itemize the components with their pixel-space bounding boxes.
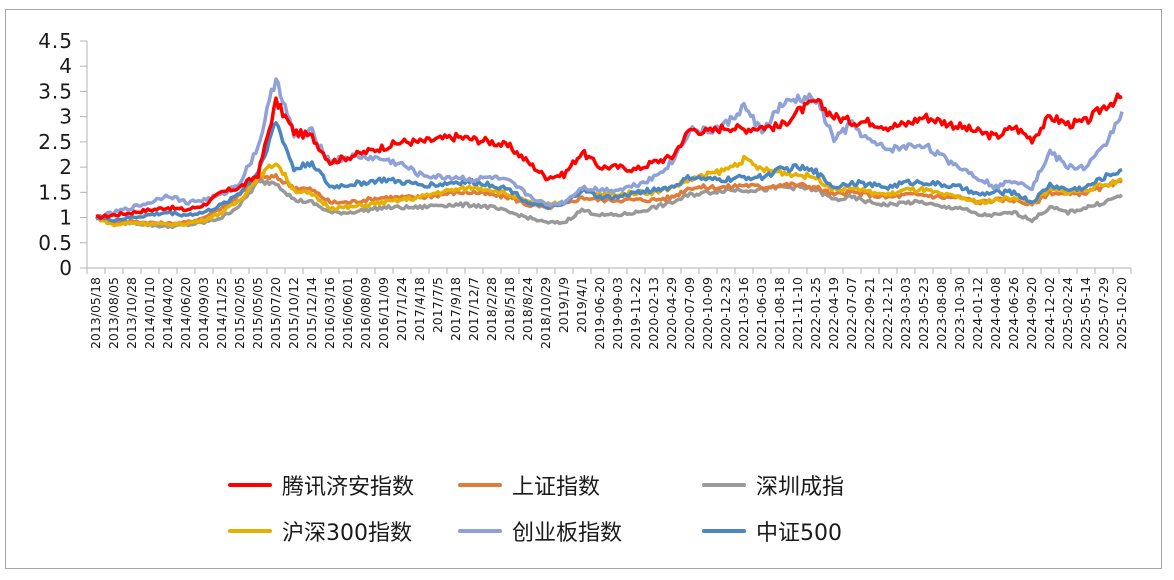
x-tick-label: 2019/1/9: [556, 277, 571, 333]
x-tick-label: 2023-03-03: [898, 277, 913, 350]
legend-label: 中证500: [756, 521, 842, 546]
x-tick-label: 2025-10-20: [1114, 277, 1129, 350]
x-tick-label: 2022-07-07: [844, 277, 859, 350]
x-tick-label: 2021-08-18: [772, 277, 787, 350]
x-tick-label: 2018/10/29: [538, 277, 553, 349]
x-tick-label: 2013/08/05: [106, 277, 121, 349]
y-tick-label: 1.5: [38, 180, 73, 204]
x-tick-label: 2025-02-24: [1060, 277, 1075, 350]
y-tick-label: 3: [59, 105, 73, 129]
x-tick-label: 2017/1/24: [394, 277, 409, 341]
x-tick-label: 2020-02-13: [646, 277, 661, 350]
x-tick-label: 2015/05/05: [250, 277, 265, 349]
x-tick-label: 2024-12-02: [1042, 277, 1057, 350]
x-tick-label: 2018/2/28: [484, 277, 499, 341]
chart-frame: [5, 9, 1162, 569]
x-tick-label: 2022-01-25: [808, 277, 823, 350]
chart-legend: 腾讯济安指数 上证指数 深圳成指 沪深300指数 创业板指数 中证500: [228, 468, 928, 548]
x-tick-label: 2015/12/14: [304, 277, 319, 349]
x-tick-label: 2015/02/05: [232, 277, 247, 349]
y-axis: 00.511.522.533.544.5: [38, 29, 88, 280]
x-tick-label: 2020-04-29: [664, 277, 679, 350]
x-tick-label: 2014/11/25: [214, 277, 229, 349]
x-tick-label: 2014/01/10: [142, 277, 157, 349]
x-tick-label: 2022-09-21: [862, 277, 877, 350]
x-tick-label: 2018/5/18: [502, 277, 517, 341]
legend-label: 腾讯济安指数: [282, 475, 415, 500]
x-tick-label: 2013/05/18: [88, 277, 103, 349]
y-tick-label: 2.5: [38, 130, 73, 154]
x-tick-label: 2023-10-30: [952, 277, 967, 350]
legend-item-csi500: 中证500: [702, 514, 928, 548]
x-axis: 2013/05/18 2013/08/05 2013/10/28 2014/01/10…: [80, 267, 1132, 350]
y-tick-label: 0.5: [38, 231, 73, 255]
legend-label: 上证指数: [512, 475, 601, 500]
x-tick-label: 2019-09-03: [610, 277, 625, 350]
x-tick-label: 2023-05-23: [916, 277, 931, 350]
legend-swatch-icon: [702, 483, 746, 487]
x-tick-label: 2015/10/12: [286, 277, 301, 349]
series-line: [95, 178, 1124, 230]
y-tick-label: 1: [59, 206, 73, 230]
x-tick-label: 2016/03/16: [322, 277, 337, 349]
x-tick-label: 2017/7/5: [430, 277, 445, 333]
legend-swatch-icon: [702, 529, 746, 533]
x-tick-label: 2014/09/03: [196, 277, 211, 349]
x-tick-label: 2017/12/7: [466, 277, 481, 341]
legend-label: 深圳成指: [756, 475, 845, 500]
legend-swatch-icon: [228, 483, 272, 487]
series-line: [95, 92, 1123, 220]
series-lines: [95, 77, 1124, 230]
x-tick-label: 2024-04-08: [988, 277, 1003, 350]
legend-label: 创业板指数: [512, 521, 623, 546]
legend-item-csi300: 沪深300指数: [228, 514, 458, 548]
series-line: [95, 77, 1124, 219]
x-tick-label: 2024-01-12: [970, 277, 985, 350]
x-tick-label: 2013/10/28: [124, 277, 139, 349]
x-tick-label: 2021-11-10: [790, 277, 805, 350]
y-tick-label: 4.5: [38, 29, 73, 53]
x-tick-label: 2024-06-26: [1006, 277, 1021, 350]
x-tick-label: 2018/8/24: [520, 277, 535, 341]
x-tick-label: 2025-07-29: [1096, 277, 1111, 350]
x-tick-label: 2016/06/01: [340, 277, 355, 349]
x-tick-label: 2016/08/09: [358, 277, 373, 349]
x-tick-label: 2014/06/20: [178, 277, 193, 349]
x-tick-label: 2021-06-03: [754, 277, 769, 350]
line-chart-plot: 00.511.522.533.544.5 2013/05/18 2013/08/0…: [38, 29, 1132, 350]
x-tick-label: 2020-07-09: [682, 277, 697, 350]
y-tick-label: 2: [59, 155, 73, 179]
legend-item-chinext: 创业板指数: [458, 514, 702, 548]
y-tick-label: 3.5: [38, 79, 73, 103]
y-tick-label: 4: [59, 54, 73, 78]
x-tick-label: 2020-12-23: [718, 277, 733, 350]
x-tick-label: 2019-11-22: [628, 277, 643, 350]
x-tick-label: 2014/04/02: [160, 277, 175, 349]
x-tick-label: 2015/07/20: [268, 277, 283, 349]
legend-item-tencent-jian: 腾讯济安指数: [228, 468, 458, 502]
legend-label: 沪深300指数: [282, 521, 412, 546]
x-tick-label: 2021-03-16: [736, 277, 751, 350]
legend-item-szse-component: 深圳成指: [702, 468, 928, 502]
x-tick-label: 2019/4/1: [574, 277, 589, 333]
x-tick-label: 2020-10-09: [700, 277, 715, 350]
x-tick-label: 2017/9/18: [448, 277, 463, 341]
y-tick-label: 0: [59, 256, 73, 280]
legend-item-sse-composite: 上证指数: [458, 468, 702, 502]
x-tick-label: 2024-09-20: [1024, 277, 1039, 350]
x-tick-label: 2023-08-08: [934, 277, 949, 350]
x-tick-label: 2022-04-19: [826, 277, 841, 350]
x-tick-label: 2017/4/18: [412, 277, 427, 341]
x-tick-label: 2025-05-14: [1078, 277, 1093, 350]
legend-swatch-icon: [458, 529, 502, 533]
series-line: [95, 121, 1123, 223]
legend-swatch-icon: [458, 483, 502, 487]
x-tick-label: 2019-06-20: [592, 277, 607, 350]
legend-swatch-icon: [228, 529, 272, 533]
x-tick-label: 2016/11/09: [376, 277, 391, 349]
x-tick-label: 2022-12-12: [880, 277, 895, 350]
